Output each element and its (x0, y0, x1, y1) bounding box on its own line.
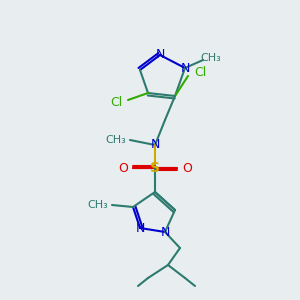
Text: CH₃: CH₃ (88, 200, 108, 210)
Text: N: N (160, 226, 170, 238)
Text: O: O (118, 161, 128, 175)
Text: O: O (182, 161, 192, 175)
Text: N: N (180, 61, 190, 74)
Text: Cl: Cl (110, 97, 122, 110)
Text: N: N (155, 49, 165, 62)
Text: N: N (135, 221, 145, 235)
Text: Cl: Cl (194, 65, 206, 79)
Text: N: N (150, 139, 160, 152)
Text: CH₃: CH₃ (201, 53, 221, 63)
Text: CH₃: CH₃ (106, 135, 126, 145)
Text: S: S (150, 161, 160, 175)
